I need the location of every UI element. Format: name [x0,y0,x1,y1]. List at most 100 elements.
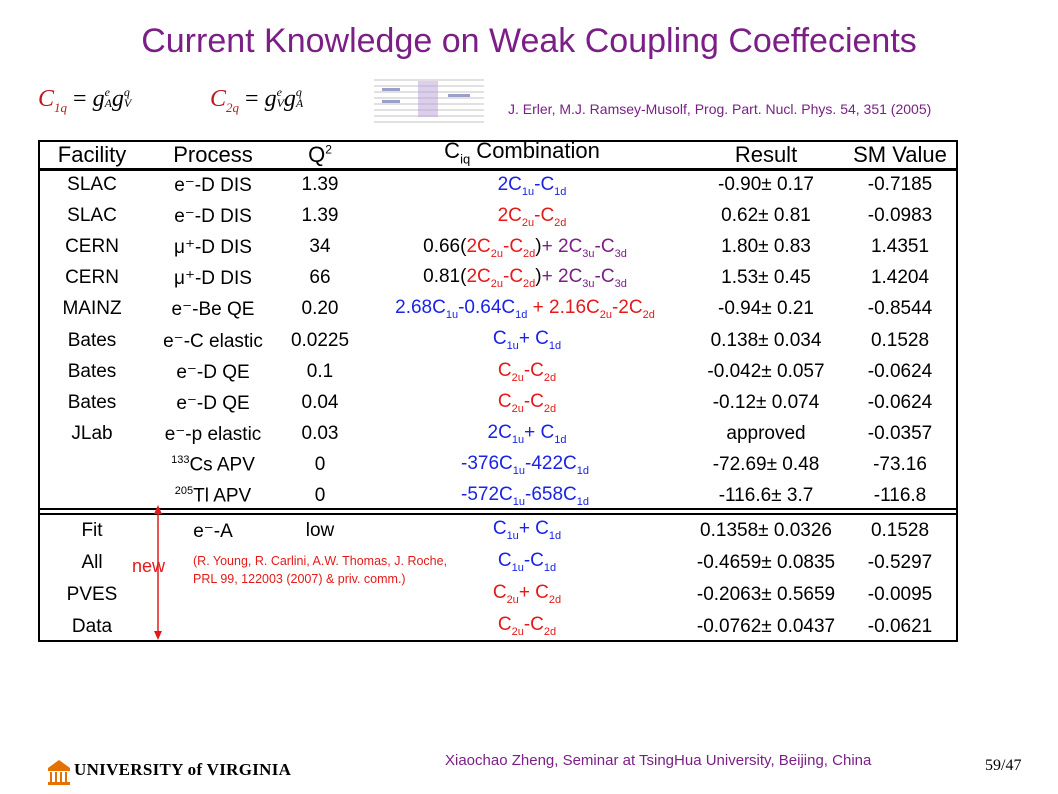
fits-3-sm: -0.0095 [867,584,933,605]
rows-2-sm: -0.0983 [867,205,933,227]
combination-4: 0.81(2C2u-C2d)+ 2C3u-C3d [423,266,627,290]
rows-9-facility: JLab [71,422,113,444]
rows-3-result: 1.80± 0.83 [721,236,811,258]
fits-3-result: -0.2063± 0.5659 [696,584,836,605]
university-logo [48,760,70,785]
rows-5-facility: MAINZ [62,298,122,320]
rows-4-process: μ⁺-D DIS [174,268,252,290]
rows-10-sm: -73.16 [873,453,927,475]
page-title: Current Knowledge on Weak Coupling Coeff… [141,22,917,60]
rows-10-q2: 0 [314,453,326,475]
combination-2: 2C2u-C2d [497,205,567,229]
rows-5-result: -0.94± 0.21 [718,298,814,320]
fits-1-sm: 0.1528 [870,520,930,541]
header-facility: Facility [57,142,127,167]
header-divider [38,168,958,171]
rows-2-q2: 1.39 [301,205,339,227]
table-top-border [38,140,958,142]
rows-6-sm: 0.1528 [870,329,930,351]
university-logo-text: UNIVERSITY of VIRGINIA [74,760,292,779]
rows-11-process: 205Tl APV [174,485,252,507]
fits-2-sm: -0.5297 [867,552,933,573]
rows-1-facility: SLAC [67,174,117,195]
combination-6: C1u+ C1d [492,328,562,352]
section-divider [38,508,958,510]
fits-1-q2: low [305,520,335,541]
rows-4-facility: CERN [65,267,119,289]
combination-7: C2u-C2d [497,360,557,384]
rows-9-sm: -0.0357 [867,422,933,444]
rows-3-facility: CERN [65,236,119,258]
reference-citation: J. Erler, M.J. Ramsey-Musolf, Prog. Part… [508,101,932,117]
rows-1-result: -0.90± 0.17 [718,174,814,195]
rows-5-sm: -0.8544 [867,298,933,320]
rows-2-facility: SLAC [67,205,117,227]
rows-8-facility: Bates [67,391,117,413]
header-result: Result [734,142,798,167]
header-q2: Q2 [308,142,332,167]
rows-11-sm: -116.8 [873,485,927,506]
fits-1-process: e⁻-A [193,521,233,542]
rows-6-facility: Bates [67,329,117,351]
fits-2-result: -0.4659± 0.0835 [696,552,836,573]
rows-2-process: e⁻-D DIS [174,206,252,228]
rows-1-q2: 1.39 [301,174,339,195]
rows-7-facility: Bates [67,360,117,382]
new-label: new [132,556,166,576]
combination-10: -376C1u-422C1d [461,453,589,477]
rows-3-sm: 1.4351 [870,236,930,258]
rows-3-process: μ⁺-D DIS [174,237,252,259]
rows-4-result: 1.53± 0.45 [721,267,811,289]
table-right-border [956,140,958,640]
rows-1-sm: -0.7185 [867,174,933,195]
table-bottom-border [38,640,958,642]
header-sm-value: SM Value [853,142,947,167]
rows-7-process: e⁻-D QE [176,361,250,383]
rows-4-sm: 1.4204 [870,267,930,289]
fits-3-facility: PVES [66,584,118,605]
rows-6-result: 0.138± 0.034 [710,329,822,351]
rows-6-process: e⁻-C elastic [163,330,263,352]
rows-11-q2: 0 [314,485,326,506]
rows-7-sm: -0.0624 [867,360,933,382]
fits-4-result: -0.0762± 0.0437 [696,616,836,637]
rows-1-process: e⁻-D DIS [174,175,252,196]
rows-3-q2: 34 [309,236,331,258]
combination-5: 2.68C1u-0.64C1d + 2.16C2u-2C2d [395,297,655,321]
fits-4-facility: Data [71,616,113,637]
fit-combination-2: C1u-C1d [497,550,557,574]
fits-1-facility: Fit [81,520,103,541]
table-left-border [38,140,40,640]
combination-8: C2u-C2d [497,391,557,415]
rows-7-result: -0.042± 0.057 [707,360,825,382]
combination-1: 2C1u-C1d [497,174,567,198]
rows-9-process: e⁻-p elastic [164,423,262,445]
fit-reference-note: (R. Young, R. Carlini, A.W. Thomas, J. R… [193,554,448,586]
rows-4-q2: 66 [309,267,331,289]
header-combination: Ciq Combination [444,138,600,167]
combination-11: -572C1u-658C1d [461,484,589,508]
rows-10-result: -72.69± 0.48 [712,453,820,475]
fit-combination-3: C2u+ C2d [492,582,562,606]
rows-8-sm: -0.0624 [867,391,933,413]
fits-2-facility: All [81,552,103,573]
page-number: 59/47 [985,757,1022,774]
rows-5-process: e⁻-Be QE [171,299,255,321]
section-divider-2 [38,513,958,515]
new-range-arrow [154,505,162,640]
rows-9-result: approved [726,422,806,444]
rows-8-process: e⁻-D QE [176,392,250,414]
rows-2-result: 0.62± 0.81 [721,205,811,227]
fits-4-sm: -0.0621 [867,616,933,637]
rows-7-q2: 0.1 [306,360,334,382]
header-process: Process [173,142,253,167]
rows-10-process: 133Cs APV [171,453,255,476]
table-thumbnail [374,79,484,123]
combination-3: 0.66(2C2u-C2d)+ 2C3u-C3d [423,236,627,260]
rows-8-result: -0.12± 0.074 [712,391,820,413]
rows-11-result: -116.6± 3.7 [718,485,814,506]
fit-combination-4: C2u-C2d [497,614,557,638]
footer-text: Xiaochao Zheng, Seminar at TsingHua Univ… [445,752,872,769]
fit-combination-1: C1u+ C1d [492,518,562,542]
